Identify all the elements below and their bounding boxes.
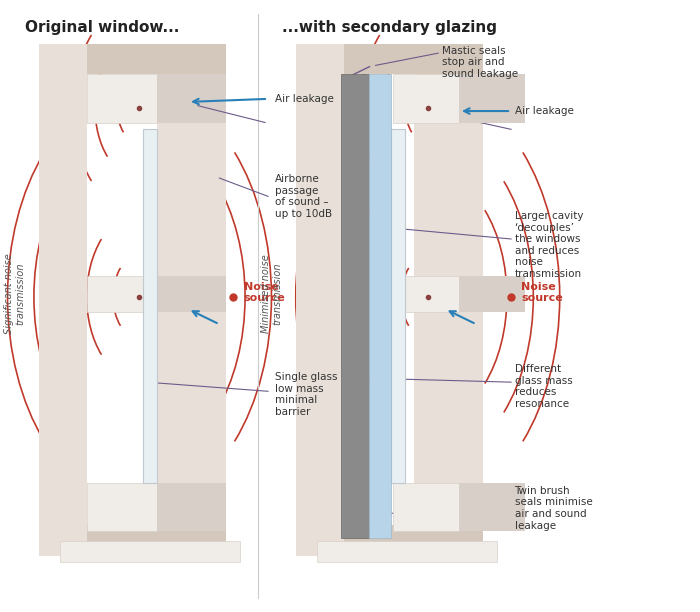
FancyBboxPatch shape bbox=[344, 525, 483, 556]
FancyBboxPatch shape bbox=[369, 75, 391, 537]
Text: Different
glass mass
reduces
resonance: Different glass mass reduces resonance bbox=[514, 364, 573, 409]
Text: Single glass
low mass
minimal
barrier: Single glass low mass minimal barrier bbox=[275, 372, 337, 417]
FancyBboxPatch shape bbox=[88, 525, 226, 556]
Text: Larger cavity
‘decouples’
the windows
and reduces
noise
transmission: Larger cavity ‘decouples’ the windows an… bbox=[514, 211, 583, 279]
FancyBboxPatch shape bbox=[143, 129, 157, 483]
FancyBboxPatch shape bbox=[38, 44, 226, 75]
Text: Mastic seals
stop air and
sound leakage: Mastic seals stop air and sound leakage bbox=[442, 46, 518, 79]
FancyBboxPatch shape bbox=[88, 275, 157, 312]
FancyBboxPatch shape bbox=[157, 483, 226, 531]
FancyBboxPatch shape bbox=[459, 483, 525, 531]
FancyBboxPatch shape bbox=[393, 483, 459, 531]
Text: Twin brush
seals minimise
air and sound
leakage: Twin brush seals minimise air and sound … bbox=[514, 486, 592, 531]
Text: Significant noise
transmission: Significant noise transmission bbox=[4, 253, 25, 334]
FancyBboxPatch shape bbox=[296, 44, 344, 556]
Text: Minimised noise
transmission: Minimised noise transmission bbox=[260, 255, 282, 333]
FancyBboxPatch shape bbox=[393, 75, 459, 123]
Text: Noise
source: Noise source bbox=[244, 282, 286, 304]
FancyBboxPatch shape bbox=[341, 75, 369, 537]
FancyBboxPatch shape bbox=[38, 525, 226, 556]
FancyBboxPatch shape bbox=[88, 44, 226, 75]
FancyBboxPatch shape bbox=[393, 275, 459, 312]
FancyBboxPatch shape bbox=[459, 275, 525, 312]
FancyBboxPatch shape bbox=[296, 525, 483, 556]
FancyBboxPatch shape bbox=[88, 75, 157, 123]
FancyBboxPatch shape bbox=[316, 540, 497, 562]
FancyBboxPatch shape bbox=[4, 1, 699, 611]
FancyBboxPatch shape bbox=[157, 44, 226, 556]
FancyBboxPatch shape bbox=[38, 44, 88, 556]
FancyBboxPatch shape bbox=[157, 75, 226, 123]
FancyBboxPatch shape bbox=[157, 275, 226, 312]
Text: Noise
source: Noise source bbox=[522, 282, 564, 304]
FancyBboxPatch shape bbox=[60, 540, 240, 562]
Text: Air leakage: Air leakage bbox=[514, 106, 573, 116]
Text: ...with secondary glazing: ...with secondary glazing bbox=[282, 20, 497, 35]
FancyBboxPatch shape bbox=[391, 129, 405, 483]
Text: Airborne
passage
of sound –
up to 10dB: Airborne passage of sound – up to 10dB bbox=[275, 174, 332, 218]
Text: Air leakage: Air leakage bbox=[275, 94, 334, 104]
FancyBboxPatch shape bbox=[88, 483, 157, 531]
FancyBboxPatch shape bbox=[344, 44, 483, 75]
Text: Original window...: Original window... bbox=[25, 20, 179, 35]
FancyBboxPatch shape bbox=[459, 75, 525, 123]
FancyBboxPatch shape bbox=[296, 44, 483, 75]
FancyBboxPatch shape bbox=[414, 44, 483, 556]
